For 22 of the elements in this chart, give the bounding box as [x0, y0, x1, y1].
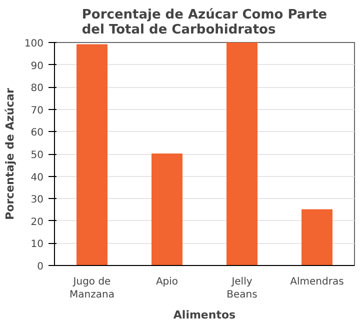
x-tick-label: Almendras — [290, 276, 344, 288]
bar — [302, 209, 332, 266]
y-tick-label: 90 — [30, 60, 44, 72]
bar — [76, 44, 108, 266]
y-tick-label: 50 — [30, 150, 44, 161]
y-tick-label: 40 — [30, 172, 44, 184]
y-axis-title: Porcentaje de Azúcar — [3, 87, 16, 220]
x-tick-label: Jelly Beans — [226, 276, 258, 301]
y-tick-label: 60 — [30, 128, 44, 139]
y-tick-label: 10 — [30, 239, 44, 250]
y-tick-label: 70 — [30, 105, 44, 116]
y-tick-label: 20 — [30, 216, 44, 228]
x-tick-label: Apio — [156, 276, 178, 288]
y-tick-label: 80 — [30, 83, 44, 94]
x-axis-title: Alimentos — [173, 308, 236, 322]
y-tick-label: 30 — [30, 194, 44, 206]
y-tick-label: 0 — [37, 262, 44, 272]
y-tick-label: 100 — [24, 38, 44, 50]
bar — [152, 154, 182, 266]
x-tick-label: Jugo de Manzana — [70, 276, 114, 301]
chart-title: Porcentaje de Azúcar Como Parte del Total de Carbohidratos — [82, 8, 328, 38]
bar — [226, 42, 258, 266]
